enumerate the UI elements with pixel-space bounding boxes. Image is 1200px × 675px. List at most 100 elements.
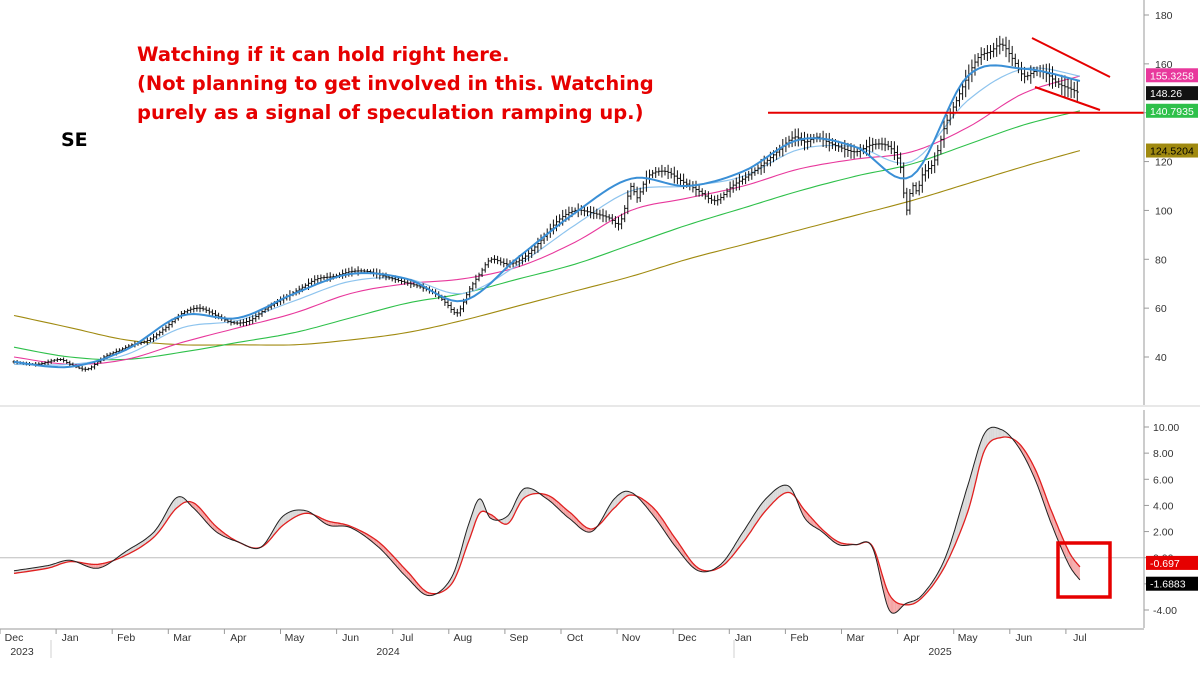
x-tick-label: Jun — [342, 632, 359, 644]
oscillator-spread-fill — [750, 517, 753, 532]
annotation-text: Watching if it can hold right here. (Not… — [137, 40, 654, 127]
oscillator-spread-fill — [467, 525, 469, 546]
oscillator-spread-fill — [182, 497, 184, 504]
oscillator-fast-tag-box — [1146, 576, 1198, 591]
oscillator-spread-fill — [967, 480, 970, 512]
oscillator-y-tick-label: 4.00 — [1153, 500, 1174, 512]
oscillator-spread-fill — [962, 497, 965, 527]
oscillator-spread-fill — [935, 573, 938, 582]
x-tick-label: Aug — [453, 632, 472, 644]
oscillator-spread-fill — [285, 513, 287, 524]
oscillator-spread-fill — [1071, 555, 1073, 571]
oscillator-spread-fill — [472, 510, 474, 531]
oscillator-spread-fill — [93, 564, 96, 569]
oscillator-spread-fill — [91, 564, 94, 569]
oscillator-spread-fill — [783, 485, 785, 495]
oscillator-spread-fill — [970, 470, 973, 502]
oscillator-spread-fill — [886, 587, 888, 607]
x-tick-label: Apr — [230, 632, 247, 644]
oscillator-spread-fill — [473, 507, 475, 528]
lower-wedge-line — [1034, 86, 1101, 111]
oscillator-spread-fill — [1000, 429, 1002, 438]
oscillator-spread-fill — [987, 428, 989, 446]
oscillator-spread-fill — [992, 427, 995, 440]
x-tick-label: Jun — [1015, 632, 1032, 644]
oscillator-spread-fill — [786, 485, 789, 493]
x-tick-label: Dec — [678, 632, 697, 644]
oscillator-spread-fill — [745, 525, 747, 540]
oscillator-spread-fill — [994, 427, 996, 440]
light-blue-moving-average-line — [13, 67, 1081, 366]
x-tick-label: Jan — [62, 632, 79, 644]
x-tick-label: Oct — [567, 632, 583, 644]
oscillator-spread-fill — [1072, 557, 1074, 572]
highlight-box — [1056, 541, 1112, 599]
oscillator-y-tick-label: -4.00 — [1153, 605, 1177, 617]
oscillator-spread-fill — [1004, 431, 1006, 437]
oscillator-spread-fill — [169, 503, 172, 517]
oscillator-spread-fill — [171, 500, 174, 514]
oscillator-spread-fill — [1068, 551, 1070, 567]
oscillator-spread-fill — [756, 508, 759, 524]
oscillator-spread-fill — [773, 489, 776, 503]
x-tick-label: Jul — [400, 632, 413, 644]
oscillator-spread-fill — [809, 515, 811, 525]
x-tick-label: May — [285, 632, 306, 644]
oscillator-spread-fill — [1069, 553, 1071, 569]
oscillator-spread-fill — [98, 563, 101, 569]
pink-moving-average-layer — [13, 75, 1081, 365]
oscillator-spread-fill — [1062, 536, 1064, 554]
oscillator-spread-fill — [1073, 558, 1075, 574]
olive-ma-value-tag: 124.5204 — [1150, 146, 1194, 158]
oscillator-spread-fill — [1078, 565, 1080, 580]
oscillator-spread-fill — [979, 442, 981, 468]
price-y-tick-label: 160 — [1155, 59, 1173, 71]
x-tick-label: May — [958, 632, 979, 644]
oscillator-spread-fill — [973, 460, 976, 491]
oscillator-spread-fill — [777, 487, 780, 499]
oscillator-spread-fill — [1077, 563, 1078, 578]
oscillator-spread-fill — [889, 594, 891, 612]
annotation-line-3: purely as a signal of speculation rampin… — [137, 101, 644, 124]
oscillator-y-tick-label: 2.00 — [1153, 527, 1174, 539]
oscillator-spread-fill — [569, 512, 572, 520]
axes-layer: 406080100120140160180-4.00-2.000.002.004… — [0, 0, 1200, 658]
oscillator-spread-fill — [741, 531, 744, 545]
oscillator-spread-fill — [998, 428, 1000, 438]
trendline-layer — [768, 37, 1144, 114]
last-price-tag-box — [1146, 86, 1198, 101]
x-tick-label: Jan — [735, 632, 752, 644]
x-tick-label: Apr — [903, 632, 920, 644]
oscillator-spread-fill — [531, 488, 534, 495]
oscillator-spread-fill — [510, 509, 512, 522]
oscillator-spread-fill — [760, 503, 762, 518]
oscillator-spread-fill — [781, 485, 783, 496]
oscillator-spread-fill — [806, 512, 808, 522]
oscillator-spread-fill — [479, 498, 481, 514]
oscillator-spread-fill — [612, 498, 615, 510]
oscillator-spread-fill — [747, 522, 749, 537]
long-moving-average-layer — [13, 150, 1081, 346]
oscillator-y-tick-label: 8.00 — [1153, 448, 1174, 460]
oscillator-spread-fill — [807, 513, 810, 524]
oscillator-spread-fill — [624, 491, 626, 499]
oscillator-spread-fill — [991, 427, 993, 441]
oscillator-spread-fill — [617, 494, 619, 506]
oscillator-signal-tag: -0.697 — [1150, 558, 1180, 570]
pink-moving-average-line — [13, 75, 1081, 365]
oscillator-spread-fill — [330, 521, 332, 526]
oscillator-spread-fill — [894, 601, 897, 613]
oscillator-spread-fill — [179, 496, 182, 506]
oscillator-spread-fill — [476, 501, 477, 521]
oscillator-spread-fill — [1079, 566, 1080, 580]
oscillator-spread-fill — [521, 489, 523, 501]
oscillator-spread-fill — [509, 512, 511, 523]
oscillator-fast-tag: -1.6883 — [1150, 579, 1186, 591]
oscillator-spread-fill — [524, 488, 527, 498]
mid-moving-average-layer — [13, 110, 1081, 361]
x-tick-label: Nov — [622, 632, 641, 644]
oscillator-spread-fill — [178, 496, 180, 507]
oscillator-spread-fill — [754, 511, 757, 526]
oscillator-fast-line — [13, 426, 1081, 614]
